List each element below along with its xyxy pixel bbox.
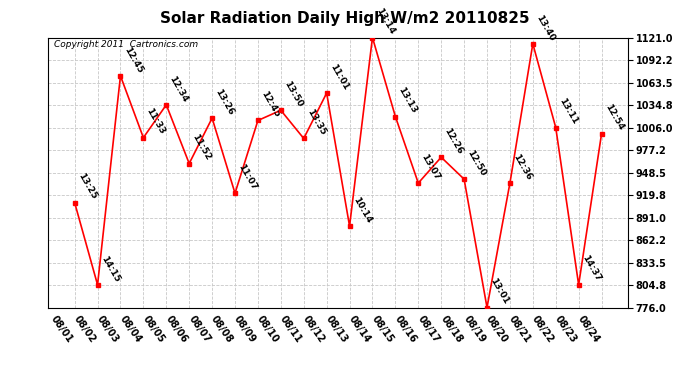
- Text: 12:50: 12:50: [466, 148, 488, 178]
- Text: 12:36: 12:36: [511, 152, 533, 182]
- Text: Copyright 2011  Cartronics.com: Copyright 2011 Cartronics.com: [54, 40, 198, 49]
- Text: 12:54: 12:54: [603, 103, 625, 132]
- Text: 11:01: 11:01: [328, 63, 350, 92]
- Text: 13:13: 13:13: [397, 86, 419, 115]
- Text: 13:25: 13:25: [76, 172, 98, 201]
- Text: 14:15: 14:15: [99, 254, 121, 284]
- Text: 13:07: 13:07: [420, 152, 442, 182]
- Text: 12:26: 12:26: [442, 126, 464, 156]
- Text: 12:45: 12:45: [122, 45, 144, 75]
- Text: 10:14: 10:14: [351, 195, 373, 225]
- Text: 13:35: 13:35: [305, 108, 327, 137]
- Text: 13:26: 13:26: [213, 87, 235, 117]
- Text: 12:34: 12:34: [168, 74, 190, 104]
- Text: Solar Radiation Daily High W/m2 20110825: Solar Radiation Daily High W/m2 20110825: [160, 11, 530, 26]
- Text: 13:14: 13:14: [374, 7, 396, 36]
- Text: 11:52: 11:52: [190, 133, 213, 162]
- Text: 13:11: 13:11: [557, 97, 579, 126]
- Text: 13:50: 13:50: [282, 80, 304, 109]
- Text: 11:07: 11:07: [237, 162, 259, 192]
- Text: 13:40: 13:40: [534, 13, 556, 42]
- Text: 13:01: 13:01: [489, 277, 511, 306]
- Text: 11:33: 11:33: [145, 107, 167, 136]
- Text: 14:37: 14:37: [580, 254, 602, 284]
- Text: 12:45: 12:45: [259, 90, 282, 119]
